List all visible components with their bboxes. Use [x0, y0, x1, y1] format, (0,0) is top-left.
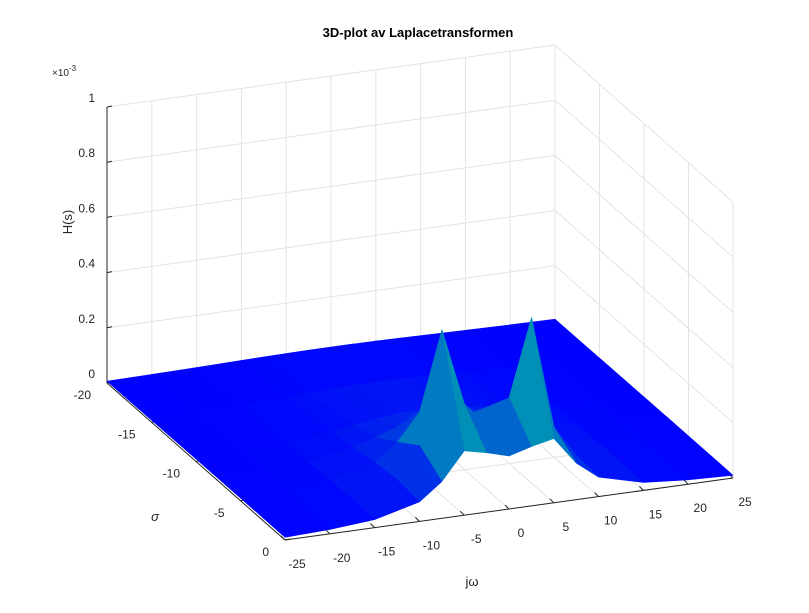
surface-group: [106, 317, 734, 538]
x-tick: [683, 479, 689, 485]
z-tick-label: 0.8: [78, 146, 95, 160]
axes-group: [106, 105, 734, 541]
grid-line: [106, 99, 556, 163]
y-tick-label: -15: [118, 427, 136, 441]
x-tick: [639, 486, 644, 491]
x-tick-label: 5: [562, 520, 569, 534]
z-tick: [106, 215, 113, 218]
z-axis-label: H(s): [60, 210, 75, 235]
grid-line: [106, 44, 556, 108]
x-tick: [280, 535, 286, 541]
labels-group: 0 0.2 0.4 0.6 0.8 1 -20 -15 -10 -5 0 -25 -20 -15 -10 -5…: [74, 91, 752, 571]
grid-line: [554, 44, 734, 203]
z-tick-label: 0.4: [78, 257, 95, 271]
grid-line: [106, 154, 556, 218]
z-tick-label: 1: [88, 91, 95, 105]
grid-line: [554, 265, 734, 424]
z-tick-label: 0.6: [78, 201, 95, 215]
z-exponent: ×10-3: [52, 64, 77, 79]
y-tick-label: 0: [262, 545, 269, 559]
grid-line: [554, 155, 734, 313]
x-tick-label: 25: [738, 495, 752, 509]
x-tick-label: -5: [471, 532, 482, 546]
x-tick-label: -20: [333, 551, 351, 565]
x-tick-label: -25: [288, 557, 306, 571]
z-tick: [106, 271, 113, 274]
x-tick: [549, 498, 555, 504]
x-tick-label: 0: [518, 526, 525, 540]
z-tick: [106, 160, 113, 163]
grid-line: [106, 265, 556, 329]
y-tick-label: -20: [74, 388, 92, 402]
z-tick: [106, 326, 113, 329]
grid-line: [554, 210, 734, 368]
z-exponent-power: -3: [69, 64, 77, 73]
x-tick-label: 20: [694, 501, 708, 515]
z-tick-label: 0.2: [78, 312, 95, 326]
chart-title: 3D-plot av Laplacetransformen: [323, 25, 514, 40]
y-tick: [284, 538, 291, 541]
z-exponent-base: ×10: [52, 68, 69, 79]
x-tick: [504, 504, 510, 510]
y-tick-label: -10: [163, 467, 181, 481]
x-tick-label: 15: [649, 507, 663, 521]
y-axis-label: σ: [151, 509, 160, 524]
x-tick: [325, 529, 331, 535]
z-tick-label: 0: [88, 367, 95, 381]
x-tick: [370, 523, 375, 528]
x-tick: [594, 492, 599, 497]
y-tick-label: -5: [214, 506, 225, 520]
grid-line: [106, 210, 556, 274]
x-axis-label: jω: [464, 574, 478, 589]
x-tick-label: 10: [604, 514, 618, 528]
x-tick-label: -15: [378, 545, 396, 559]
x-tick-label: -10: [423, 538, 441, 552]
x-tick: [459, 510, 465, 516]
z-tick: [106, 105, 113, 108]
surface-patch: [262, 509, 331, 538]
grid-line: [554, 99, 734, 258]
x-tick: [415, 517, 420, 522]
